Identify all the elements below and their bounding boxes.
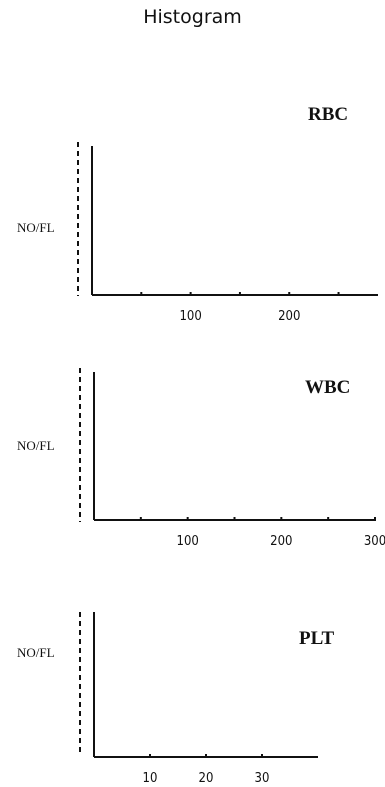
plt-x-tick-label-10: 10 xyxy=(143,771,158,786)
wbc-chart-title: WBC xyxy=(305,377,351,398)
plt-chart-title: PLT xyxy=(299,628,335,649)
wbc-x-tick-label-300: 300 xyxy=(364,534,385,549)
plt-x-tick-label-20: 20 xyxy=(199,771,214,786)
plt-y-axis-label: NO/FL xyxy=(17,645,55,660)
plt-x-tick-label-30: 30 xyxy=(255,771,270,786)
rbc-y-axis-label: NO/FL xyxy=(17,220,55,235)
wbc-x-tick-label-100: 100 xyxy=(177,534,199,549)
rbc-x-tick-label-100: 100 xyxy=(179,309,201,324)
wbc-y-axis-label: NO/FL xyxy=(17,438,55,453)
page-title: Histogram xyxy=(143,6,242,28)
rbc-x-tick-label-200: 200 xyxy=(278,309,300,324)
rbc-chart-title: RBC xyxy=(308,104,349,125)
wbc-x-tick-label-200: 200 xyxy=(270,534,292,549)
